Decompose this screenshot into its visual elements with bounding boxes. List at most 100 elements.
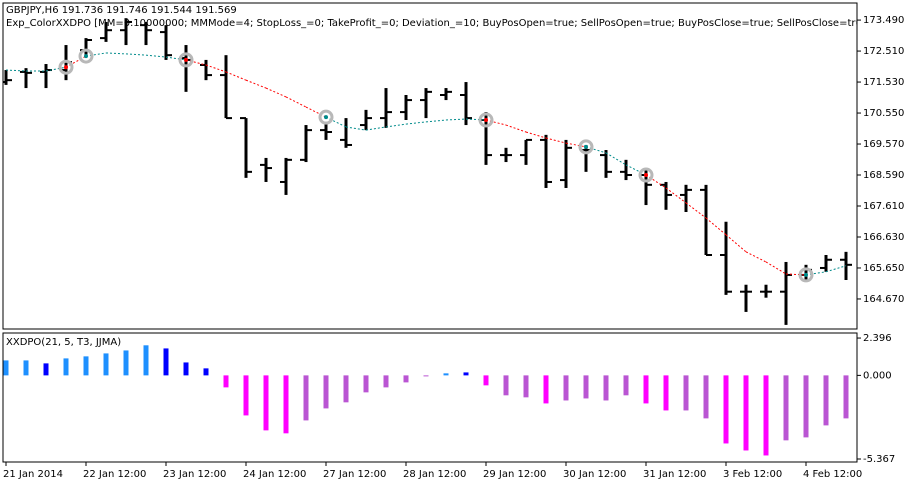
histogram-bar bbox=[243, 375, 249, 416]
x-tick-label: 30 Jan 12:00 bbox=[563, 469, 626, 480]
y-tick-label: 164.670 bbox=[863, 294, 904, 305]
ma-segment bbox=[725, 234, 747, 253]
ma-segment bbox=[45, 66, 67, 72]
signal-ring bbox=[318, 109, 334, 125]
histogram-bar bbox=[523, 375, 529, 398]
histogram-bar bbox=[123, 350, 129, 376]
symbol-title: GBPJPY,H6 191.736 191.746 191.544 191.56… bbox=[6, 5, 237, 16]
x-tick-label: 22 Jan 12:00 bbox=[83, 469, 146, 480]
ma-segment bbox=[825, 265, 847, 273]
histogram-bar bbox=[23, 360, 29, 376]
x-tick-label: 28 Jan 12:00 bbox=[403, 469, 466, 480]
signal-ring bbox=[178, 52, 194, 68]
ma-segment bbox=[165, 56, 187, 61]
histogram-bar bbox=[503, 375, 509, 396]
ma-segment bbox=[5, 69, 27, 72]
header: GBPJPY,H6 191.736 191.746 191.544 191.56… bbox=[6, 5, 872, 29]
y-tick-label: 173.490 bbox=[863, 15, 904, 26]
ma-segment bbox=[425, 119, 447, 123]
ma-segment bbox=[585, 146, 607, 154]
histogram-bar bbox=[803, 375, 809, 438]
histogram-bar bbox=[163, 348, 169, 376]
histogram-bar bbox=[603, 375, 609, 401]
ma-segment bbox=[705, 217, 727, 236]
histogram-bar bbox=[623, 375, 629, 396]
histogram-bar bbox=[463, 372, 469, 376]
signal-ring bbox=[478, 112, 494, 128]
histogram-bar bbox=[743, 375, 749, 451]
histogram-bar bbox=[383, 375, 389, 388]
main-pane bbox=[2, 2, 858, 330]
x-tick-label: 31 Jan 12:00 bbox=[643, 469, 706, 480]
y-tick-label: 2.396 bbox=[863, 333, 892, 344]
histogram-bar bbox=[183, 362, 189, 376]
histogram-bar bbox=[283, 375, 289, 434]
signal-dot bbox=[84, 54, 88, 59]
y-tick-label: 170.550 bbox=[863, 108, 904, 119]
y-tick-label: -5.367 bbox=[863, 454, 895, 465]
y-tick-label: 169.570 bbox=[863, 139, 904, 150]
ma-segment bbox=[565, 142, 587, 148]
ma-segment bbox=[345, 126, 367, 131]
y-tick-label: 166.630 bbox=[863, 232, 904, 243]
ma-segment bbox=[205, 64, 227, 73]
histogram-bar bbox=[563, 375, 569, 401]
histogram-bar bbox=[63, 358, 69, 376]
histogram-bar bbox=[263, 375, 269, 431]
ma-segment bbox=[185, 59, 207, 66]
histogram-bar bbox=[683, 375, 689, 411]
histogram-bar bbox=[643, 375, 649, 404]
histogram-bar bbox=[103, 353, 109, 376]
ma-segment bbox=[145, 54, 167, 58]
ma-segment bbox=[505, 124, 527, 133]
signal-dot bbox=[184, 57, 188, 62]
ma-segment bbox=[105, 52, 127, 55]
signal-ring bbox=[578, 139, 594, 155]
signal-ring bbox=[638, 167, 654, 183]
signal-dot bbox=[584, 144, 588, 149]
histogram-bar bbox=[223, 375, 229, 388]
main-plot bbox=[3, 18, 852, 325]
signal-ring bbox=[798, 267, 814, 283]
signal-dot bbox=[64, 65, 68, 70]
signal-ring bbox=[58, 59, 74, 75]
y-tick-label: 0.000 bbox=[863, 370, 892, 381]
x-tick-label: 21 Jan 2014 bbox=[3, 469, 63, 480]
histogram-bar bbox=[823, 375, 829, 426]
ma-segment bbox=[465, 118, 487, 121]
histogram-bar bbox=[783, 375, 789, 441]
histogram-bar bbox=[143, 345, 149, 376]
ma-segment bbox=[245, 79, 267, 89]
histogram-bar bbox=[763, 375, 769, 456]
ma-segment bbox=[665, 187, 687, 204]
ma-segment bbox=[85, 52, 107, 57]
histogram-bar bbox=[423, 375, 429, 377]
histogram-bar bbox=[483, 375, 489, 386]
x-tick-label: 4 Feb 12:00 bbox=[803, 469, 862, 480]
y-tick-label: 171.530 bbox=[863, 77, 904, 88]
signal-ring bbox=[78, 48, 94, 64]
histogram-bar bbox=[543, 375, 549, 404]
ma-segment bbox=[445, 118, 467, 121]
histogram-bar bbox=[43, 363, 49, 376]
signal-dot bbox=[804, 272, 808, 277]
x-tick-label: 24 Jan 12:00 bbox=[243, 469, 306, 480]
ma-segment bbox=[545, 137, 567, 144]
histogram-bar bbox=[3, 360, 9, 376]
histogram-bar bbox=[843, 375, 849, 419]
indicator-title: XXDPO(21, 5, T3, JJMA) bbox=[6, 337, 121, 348]
ma-segment bbox=[125, 53, 147, 56]
histogram-bar bbox=[663, 375, 669, 411]
histogram-bar bbox=[323, 375, 329, 409]
x-tick-label: 27 Jan 12:00 bbox=[323, 469, 386, 480]
ma-segment bbox=[485, 119, 507, 126]
ma-segment bbox=[685, 202, 707, 219]
x-tick-label: 23 Jan 12:00 bbox=[163, 469, 226, 480]
expert-title: Exp_ColorXXDPO [MM=0.10000000; MMMode=4;… bbox=[6, 18, 872, 29]
x-tick-label: 3 Feb 12:00 bbox=[723, 469, 782, 480]
histogram-bar bbox=[83, 356, 89, 376]
histogram-bar bbox=[443, 373, 449, 376]
signal-dot bbox=[324, 115, 328, 120]
histogram-bar bbox=[303, 375, 309, 421]
